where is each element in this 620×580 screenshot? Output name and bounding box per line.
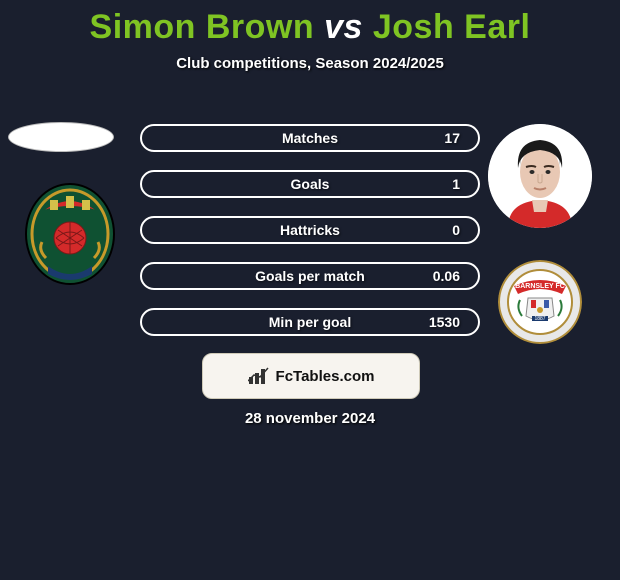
stat-row-hattricks: Hattricks 0: [140, 216, 480, 244]
fctables-badge[interactable]: FcTables.com: [202, 353, 420, 399]
barnsley-crest-icon: BARNSLEY FC 1887: [498, 260, 582, 344]
player1-avatar-ellipse: [8, 122, 114, 152]
player2-portrait-icon: [488, 124, 592, 228]
stat-row-goals: Goals 1: [140, 170, 480, 198]
stat-right-value: 1530: [420, 314, 460, 330]
comparison-title: Simon Brown vs Josh Earl: [0, 0, 620, 47]
stat-label: Matches: [282, 130, 338, 146]
subtitle: Club competitions, Season 2024/2025: [0, 55, 620, 72]
footer-date: 28 november 2024: [0, 410, 620, 427]
stat-row-matches: Matches 17: [140, 124, 480, 152]
player1-name: Simon Brown: [90, 8, 315, 46]
svg-text:BARNSLEY FC: BARNSLEY FC: [515, 283, 565, 290]
player2-avatar: [488, 124, 592, 228]
stat-right-value: 17: [420, 130, 460, 146]
stat-right-value: 0: [420, 222, 460, 238]
stat-label: Hattricks: [280, 222, 340, 238]
barchart-icon: [248, 367, 270, 385]
svg-text:1887: 1887: [534, 316, 545, 322]
stat-label: Goals: [291, 176, 330, 192]
stat-row-goals-per-match: Goals per match 0.06: [140, 262, 480, 290]
stat-row-min-per-goal: Min per goal 1530: [140, 308, 480, 336]
stat-label: Goals per match: [255, 268, 365, 284]
player1-club-crest: [24, 182, 116, 286]
vs-text: vs: [324, 8, 363, 46]
stat-right-value: 0.06: [420, 268, 460, 284]
player2-name: Josh Earl: [373, 8, 531, 46]
stats-container: Matches 17 Goals 1 Hattricks 0 Goals per…: [140, 124, 480, 354]
stat-label: Min per goal: [269, 314, 351, 330]
wrexham-crest-icon: [24, 182, 116, 286]
player2-club-crest: BARNSLEY FC 1887: [498, 260, 582, 344]
fctables-label: FcTables.com: [276, 368, 375, 385]
stat-right-value: 1: [420, 176, 460, 192]
